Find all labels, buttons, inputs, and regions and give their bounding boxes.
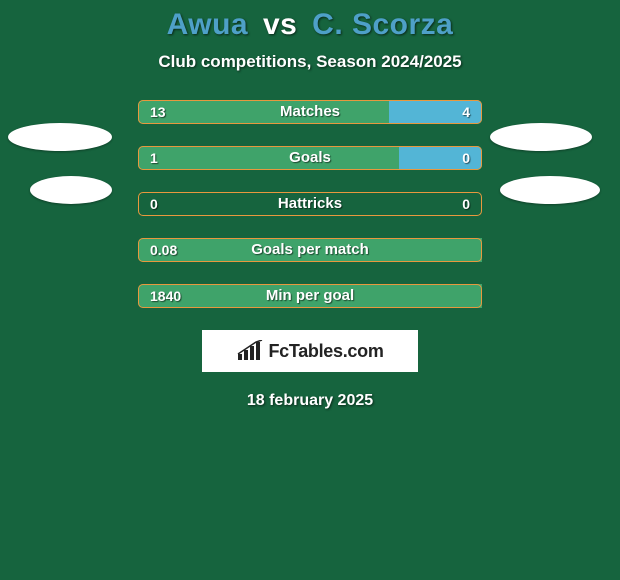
subtitle: Club competitions, Season 2024/2025: [0, 52, 620, 72]
page-title: Awua vs C. Scorza: [0, 8, 620, 42]
decorative-ellipse: [500, 176, 600, 204]
stat-row: 134Matches: [138, 100, 482, 124]
logo-text: FcTables.com: [268, 341, 383, 362]
logo-text-fc: Fc: [268, 341, 288, 361]
stat-row: 1840Min per goal: [138, 284, 482, 308]
decorative-ellipse: [30, 176, 112, 204]
logo-box: FcTables.com: [202, 330, 418, 372]
logo-bars-icon: [236, 340, 264, 362]
logo-text-tables: Tables: [289, 341, 343, 361]
stat-label: Goals per match: [138, 238, 482, 262]
stat-label: Min per goal: [138, 284, 482, 308]
decorative-ellipse: [490, 123, 592, 151]
player-2-name: C. Scorza: [312, 8, 453, 41]
stat-label: Matches: [138, 100, 482, 124]
decorative-ellipse: [8, 123, 112, 151]
root: Awua vs C. Scorza Club competitions, Sea…: [0, 0, 620, 580]
date: 18 february 2025: [0, 392, 620, 410]
stat-row: 10Goals: [138, 146, 482, 170]
stat-label: Goals: [138, 146, 482, 170]
title-vs: vs: [263, 8, 297, 41]
stat-row: 00Hattricks: [138, 192, 482, 216]
stat-label: Hattricks: [138, 192, 482, 216]
player-1-name: Awua: [167, 8, 248, 41]
stat-row: 0.08Goals per match: [138, 238, 482, 262]
logo-text-suffix: .com: [343, 341, 384, 361]
